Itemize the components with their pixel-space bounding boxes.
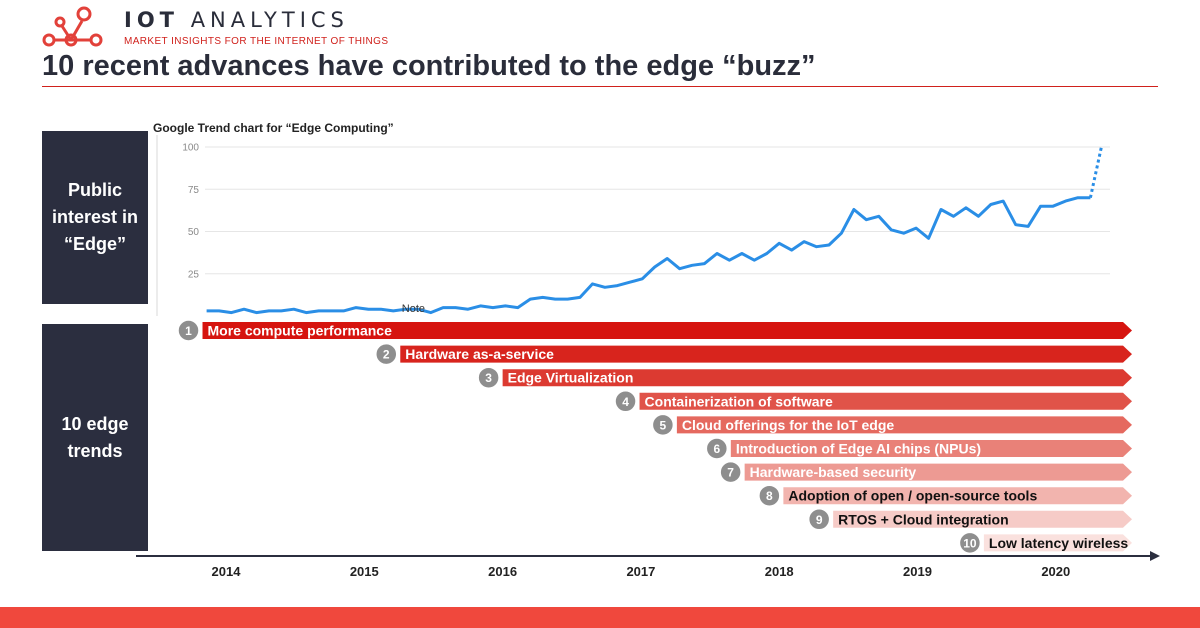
trend-number: 4 [622, 395, 629, 409]
trend-arrow-6 [730, 440, 1132, 457]
series-line-projected [1088, 146, 1103, 199]
public-interest-box: Public interest in “Edge” [42, 131, 148, 304]
trend-arrow-7 [744, 463, 1132, 481]
trend-number-badge [705, 437, 729, 460]
trend-label-1: More compute performance [208, 323, 393, 339]
trend-number-badge [719, 460, 742, 484]
trend-number: 5 [660, 418, 667, 432]
chart-annotation: Note [402, 303, 425, 315]
trend-number-badge [375, 342, 398, 366]
trend-arrow-1 [202, 322, 1132, 339]
y-tick-label: 50 [188, 227, 200, 238]
trend-arrow-2 [400, 345, 1132, 363]
y-tick-label: 75 [188, 185, 200, 196]
title-divider [42, 86, 1158, 87]
x-tick-label: 2014 [212, 564, 242, 579]
edge-trends-line: 10 edge [61, 413, 129, 434]
public-interest-line: “Edge” [63, 234, 126, 254]
trend-arrow-9 [833, 510, 1132, 528]
trend-label-8: Adoption of open / open-source tools [788, 488, 1037, 504]
trend-label-10: Low latency wireless [989, 535, 1128, 551]
page-title: 10 recent advances have contributed to t… [42, 50, 816, 82]
y-tick-label: 100 [182, 143, 199, 154]
trend-number-badge [807, 508, 831, 531]
trend-number-badge [477, 366, 500, 389]
y-tick-label: 25 [188, 269, 200, 280]
trend-arrow-5 [676, 416, 1132, 434]
trend-number-badge [758, 484, 781, 507]
series-line-edge-computing [206, 196, 1091, 315]
network-nodes-icon [42, 6, 103, 47]
trend-number: 8 [766, 489, 773, 503]
x-tick-label: 2018 [765, 564, 794, 579]
trend-number: 9 [816, 513, 823, 527]
trend-number-badge [958, 531, 982, 555]
x-tick-label: 2015 [350, 564, 379, 579]
trend-number: 6 [713, 442, 720, 456]
trend-arrow-8 [783, 487, 1132, 505]
trend-number: 1 [185, 324, 192, 338]
x-tick-label: 2019 [903, 564, 932, 579]
trend-label-2: Hardware as-a-service [405, 346, 554, 362]
x-axis-arrowhead [1150, 551, 1160, 561]
footer-band [0, 607, 1200, 628]
trend-label-7: Hardware-based security [750, 464, 917, 480]
trend-number: 10 [963, 536, 977, 550]
trend-label-3: Edge Virtualization [508, 370, 634, 386]
trend-number-badge [614, 390, 637, 413]
x-tick-label: 2017 [626, 564, 655, 579]
trend-number: 2 [383, 348, 390, 362]
public-interest-line: Public [67, 180, 122, 200]
trend-number: 7 [727, 466, 734, 480]
brand-name: IOT ANALYTICS [124, 8, 349, 32]
chart-title: Google Trend chart for “Edge Computing” [153, 121, 394, 135]
trend-number-badge [651, 413, 675, 437]
edge-trends-box: 10 edge trends [42, 324, 148, 551]
trend-label-6: Introduction of Edge AI chips (NPUs) [736, 441, 981, 457]
trend-label-9: RTOS + Cloud integration [838, 511, 1008, 527]
x-tick-label: 2016 [488, 564, 517, 579]
trend-arrow-4 [639, 392, 1132, 410]
brand-tagline: MARKET INSIGHTS FOR THE INTERNET OF THIN… [124, 36, 389, 47]
public-interest-line: interest in [51, 207, 139, 227]
trend-label-5: Cloud offerings for the IoT edge [682, 417, 895, 433]
trend-label-4: Containerization of software [645, 393, 833, 409]
x-tick-label: 2020 [1041, 564, 1070, 579]
trend-arrow-10 [983, 534, 1132, 552]
trend-arrow-3 [502, 369, 1133, 387]
edge-trends-line: trends [67, 440, 123, 461]
trend-number-badge [177, 319, 200, 342]
trend-number: 3 [485, 371, 492, 385]
